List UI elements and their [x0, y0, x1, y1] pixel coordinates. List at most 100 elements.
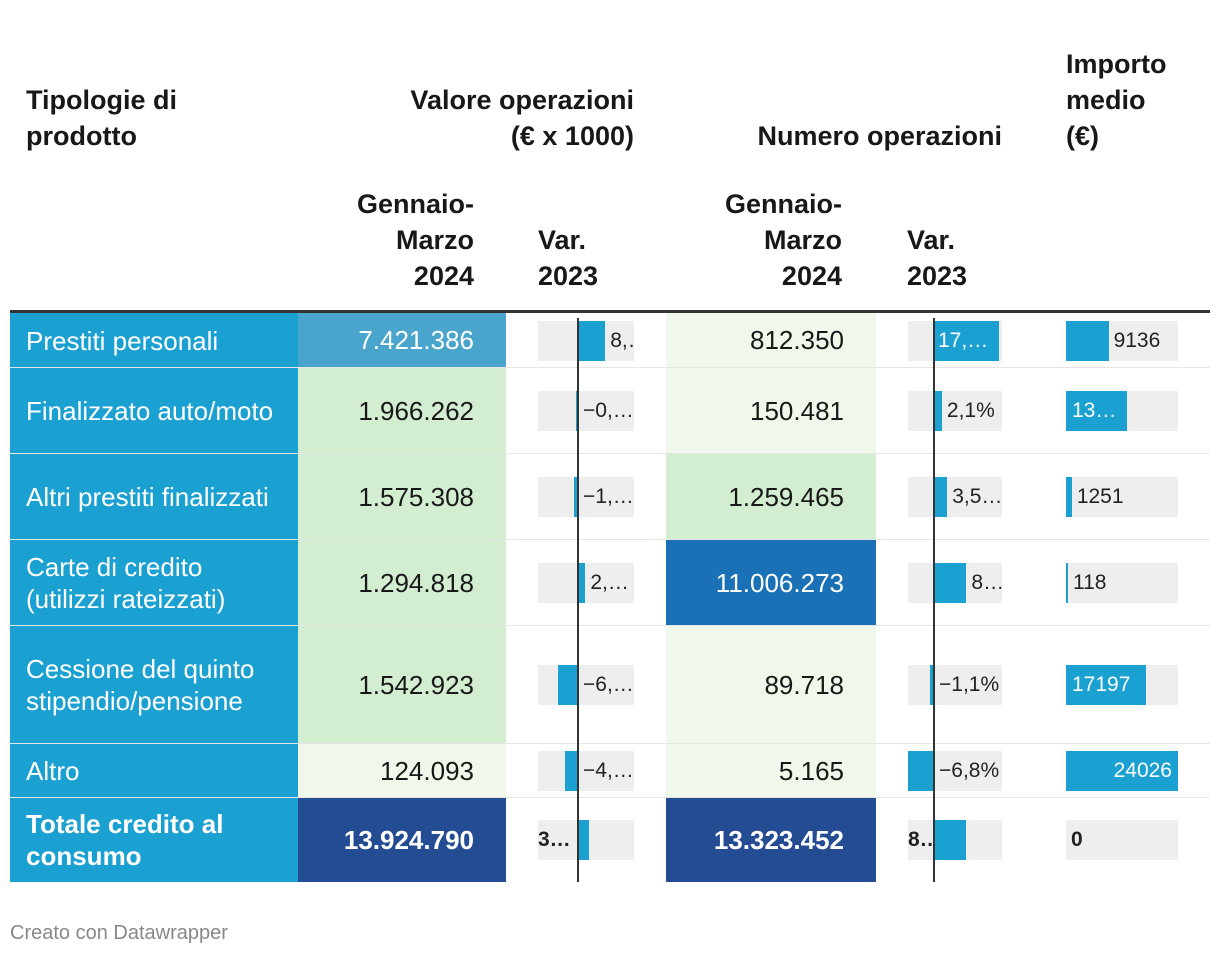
- importo-bar: [1066, 751, 1178, 791]
- var-valore-zero-axis: [577, 318, 579, 882]
- table-row: Altri prestiti finalizzati 1.575.308 1.259…: [10, 454, 1210, 540]
- numero-value: 11.006.273: [666, 540, 876, 626]
- row-separator: [10, 743, 1210, 744]
- var-valore-cell: −0,…: [538, 368, 634, 454]
- header-importo-line: (€): [1066, 121, 1099, 151]
- table-row: Cessione del quinto stipendio/pensione 1.…: [10, 626, 1210, 744]
- valore-value: 1.542.923: [298, 626, 506, 744]
- header-numero: Numero operazioni: [660, 118, 1002, 154]
- var-valore-bar: [574, 477, 578, 517]
- importo-label: 9136: [1113, 328, 1161, 352]
- header-rule: [10, 310, 1210, 313]
- table-row: Altro 124.093 5.165 −4,… −6,8% 24026: [10, 744, 1210, 798]
- valore-value: 1.966.262: [298, 368, 506, 454]
- header-period-line: 2024: [781, 261, 842, 291]
- var-numero-zero-axis: [933, 318, 935, 882]
- importo-label: 13…: [1072, 399, 1117, 422]
- var-numero-label: 2,1%: [946, 399, 995, 422]
- importo-track: [1066, 820, 1178, 860]
- valore-value: 1.294.818: [298, 540, 506, 626]
- numero-value: 812.350: [666, 313, 876, 368]
- var-numero-label: −1,1%: [939, 673, 1000, 696]
- table-row: Totale credito al consumo 13.924.790 13.32…: [10, 798, 1210, 882]
- var-valore-cell: −6,…: [538, 626, 634, 744]
- var-numero-bar: [934, 320, 999, 361]
- header-importo-line: medio: [1066, 85, 1146, 115]
- importo-label: 1251: [1076, 485, 1124, 508]
- var-numero-cell: 3,5…: [908, 454, 1002, 540]
- header-period-line: Gennaio-: [724, 189, 842, 219]
- table-row: Finalizzato auto/moto 1.966.262 150.481 −0,…: [10, 368, 1210, 454]
- var-valore-label: −6,…: [583, 673, 634, 696]
- header-numero-line: Numero operazioni: [757, 121, 1002, 151]
- importo-cell: 9136: [1066, 313, 1178, 368]
- var-numero-cell: −1,1%: [908, 626, 1002, 744]
- numero-value: 150.481: [666, 368, 876, 454]
- header-valore-line: (€ x 1000): [510, 121, 634, 151]
- numero-value: 13.323.452: [666, 798, 876, 882]
- header-period-line: Marzo: [395, 225, 474, 255]
- importo-cell: 1251: [1066, 454, 1178, 540]
- var-numero-bar: [908, 751, 934, 791]
- var-numero-label: 8…: [971, 571, 1002, 594]
- importo-cell: 0: [1066, 798, 1178, 882]
- importo-label: 17197: [1072, 673, 1131, 696]
- header-period-line: Gennaio-: [356, 189, 474, 219]
- header-valore-line: Valore operazioni: [410, 85, 634, 115]
- header-period-line: 2024: [413, 261, 474, 291]
- numero-value: 89.718: [666, 626, 876, 744]
- row-label: Cessione del quinto stipendio/pensione: [10, 626, 298, 744]
- var-valore-label: 8,…: [610, 328, 634, 352]
- header-tipologie-line: Tipologie di: [26, 85, 177, 115]
- var-numero-bar: [934, 391, 942, 431]
- var-valore-bar: [578, 820, 590, 860]
- valore-value: 1.575.308: [298, 454, 506, 540]
- var-valore-cell: −4,…: [538, 744, 634, 798]
- var-numero-track: [908, 665, 1002, 705]
- var-numero-cell: −6,8%: [908, 744, 1002, 798]
- var-numero-cell: 17,…: [908, 313, 1002, 368]
- importo-track: [1066, 563, 1178, 603]
- header-period-line: Marzo: [763, 225, 842, 255]
- importo-label: 118: [1073, 571, 1107, 594]
- var-valore-label: 3…: [538, 828, 571, 851]
- var-numero-label: −6,8%: [939, 759, 1000, 782]
- var-valore-cell: 8,…: [538, 313, 634, 368]
- header-var-line: 2023: [907, 261, 968, 291]
- valore-value: 13.924.790: [298, 798, 506, 882]
- importo-bar: [1066, 391, 1127, 431]
- var-valore-bar: [578, 320, 606, 361]
- header-var-line: 2023: [538, 261, 599, 291]
- header-var-line: Var.: [538, 225, 587, 255]
- importo-cell: 24026: [1066, 744, 1178, 798]
- var-valore-bar: [564, 751, 578, 791]
- row-separator: [10, 453, 1210, 454]
- var-numero-track: [908, 391, 1002, 431]
- var-valore-cell: −1,…: [538, 454, 634, 540]
- row-separator: [10, 367, 1210, 368]
- valore-value: 7.421.386: [298, 313, 506, 368]
- importo-cell: 17197: [1066, 626, 1178, 744]
- var-numero-cell: 8…: [908, 798, 1002, 882]
- header-valore: Valore operazioni (€ x 1000): [300, 82, 634, 154]
- header-period-valore: Gennaio- Marzo 2024: [300, 186, 474, 294]
- var-numero-cell: 2,1%: [908, 368, 1002, 454]
- var-numero-label: 17,…: [938, 328, 989, 352]
- header-var-numero: Var. 2023: [907, 222, 1007, 294]
- var-numero-bar: [934, 820, 966, 860]
- var-valore-bar: [558, 665, 578, 705]
- row-separator: [10, 625, 1210, 626]
- header-var-valore: Var. 2023: [538, 222, 638, 294]
- var-numero-track: [908, 477, 1002, 517]
- var-valore-cell: 2,…: [538, 540, 634, 626]
- importo-track: [1066, 477, 1178, 517]
- valore-value: 124.093: [298, 744, 506, 798]
- var-valore-track: [538, 563, 634, 603]
- row-label: Carte di credito (utilizzi rateizzati): [10, 540, 298, 626]
- header-var-line: Var.: [907, 225, 956, 255]
- importo-bar: [1066, 477, 1072, 517]
- importo-bar: [1066, 563, 1068, 603]
- var-valore-track: [538, 391, 634, 431]
- var-valore-track: [538, 665, 634, 705]
